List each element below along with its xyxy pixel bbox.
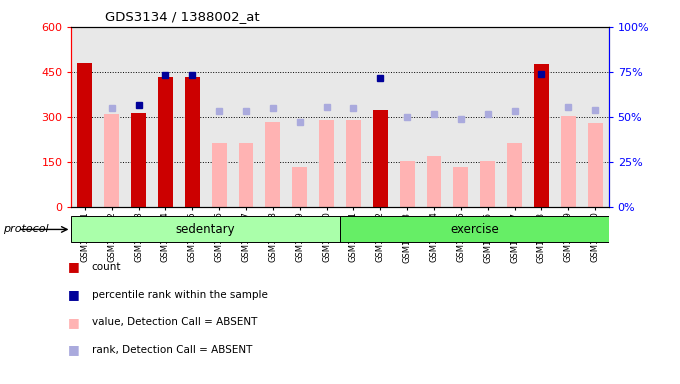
Text: count: count xyxy=(92,262,121,272)
Text: percentile rank within the sample: percentile rank within the sample xyxy=(92,290,268,300)
Text: ■: ■ xyxy=(68,288,80,301)
Text: sedentary: sedentary xyxy=(176,223,235,236)
Text: ■: ■ xyxy=(68,343,80,356)
Bar xyxy=(265,122,280,207)
Bar xyxy=(185,76,200,207)
Bar xyxy=(131,113,146,207)
Text: protocol: protocol xyxy=(3,224,49,235)
Bar xyxy=(507,143,522,207)
Bar xyxy=(104,114,119,207)
Bar xyxy=(211,143,226,207)
Text: value, Detection Call = ABSENT: value, Detection Call = ABSENT xyxy=(92,317,257,327)
Bar xyxy=(588,123,602,207)
Bar xyxy=(78,63,92,207)
Bar xyxy=(340,217,609,242)
Bar xyxy=(292,167,307,207)
Bar xyxy=(239,143,254,207)
Bar xyxy=(534,65,549,207)
Text: ■: ■ xyxy=(68,316,80,329)
Bar xyxy=(426,156,441,207)
Bar xyxy=(319,120,334,207)
Bar xyxy=(400,161,415,207)
Bar xyxy=(480,161,495,207)
Text: exercise: exercise xyxy=(450,223,498,236)
Bar xyxy=(346,120,361,207)
Bar xyxy=(373,109,388,207)
Bar xyxy=(71,217,340,242)
Text: GDS3134 / 1388002_at: GDS3134 / 1388002_at xyxy=(105,10,260,23)
Bar xyxy=(561,116,576,207)
Bar xyxy=(454,167,469,207)
Text: ■: ■ xyxy=(68,260,80,273)
Bar xyxy=(158,76,173,207)
Text: rank, Detection Call = ABSENT: rank, Detection Call = ABSENT xyxy=(92,345,252,355)
